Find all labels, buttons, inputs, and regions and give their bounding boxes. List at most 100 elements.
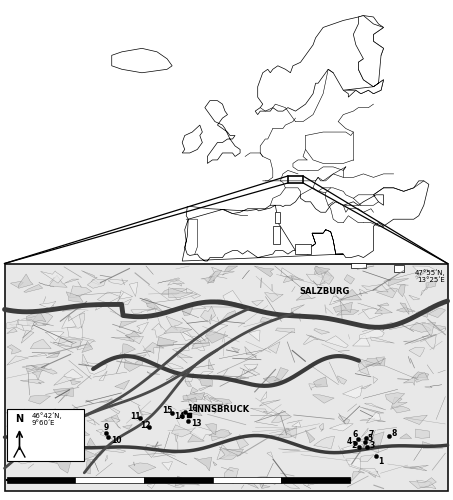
Polygon shape [205, 100, 240, 164]
Polygon shape [46, 352, 60, 358]
Polygon shape [191, 392, 205, 400]
Polygon shape [24, 414, 32, 420]
Polygon shape [187, 395, 199, 408]
Polygon shape [45, 331, 64, 340]
Polygon shape [419, 482, 436, 488]
Polygon shape [126, 335, 144, 344]
Polygon shape [283, 276, 304, 282]
Polygon shape [337, 376, 347, 384]
Polygon shape [357, 358, 376, 367]
Polygon shape [147, 483, 155, 488]
Polygon shape [306, 334, 326, 341]
Polygon shape [182, 181, 429, 261]
Polygon shape [329, 296, 345, 305]
Polygon shape [417, 480, 431, 487]
Polygon shape [66, 292, 83, 302]
Polygon shape [119, 299, 131, 306]
Text: 5: 5 [367, 434, 372, 443]
Text: 3: 3 [369, 441, 375, 450]
Polygon shape [101, 414, 120, 422]
Polygon shape [410, 466, 427, 471]
Polygon shape [26, 311, 46, 325]
Text: 10: 10 [111, 436, 121, 446]
Polygon shape [201, 276, 214, 283]
Polygon shape [260, 400, 280, 406]
Polygon shape [398, 284, 405, 296]
Polygon shape [39, 302, 56, 309]
Polygon shape [415, 429, 430, 438]
Polygon shape [343, 16, 384, 94]
Polygon shape [368, 418, 386, 422]
Polygon shape [18, 274, 33, 288]
Polygon shape [424, 385, 442, 388]
Polygon shape [276, 428, 292, 439]
Polygon shape [111, 418, 121, 428]
Polygon shape [175, 433, 178, 442]
Polygon shape [18, 320, 37, 326]
Polygon shape [359, 289, 368, 296]
Polygon shape [361, 284, 388, 292]
Polygon shape [201, 394, 219, 402]
Polygon shape [409, 295, 420, 300]
Polygon shape [275, 328, 295, 333]
Polygon shape [281, 268, 300, 279]
Polygon shape [260, 317, 276, 324]
Text: 16: 16 [187, 404, 197, 413]
Polygon shape [252, 300, 264, 306]
Polygon shape [185, 374, 194, 382]
Polygon shape [29, 396, 51, 404]
Polygon shape [275, 212, 280, 222]
Bar [76, 477, 144, 483]
Polygon shape [305, 430, 315, 443]
Polygon shape [342, 386, 362, 398]
Polygon shape [62, 315, 76, 328]
Polygon shape [390, 397, 407, 409]
Text: 4: 4 [347, 438, 352, 446]
Polygon shape [119, 321, 137, 328]
Polygon shape [313, 395, 334, 403]
Polygon shape [306, 272, 325, 284]
Polygon shape [360, 384, 371, 389]
Polygon shape [412, 372, 429, 378]
Polygon shape [164, 326, 192, 334]
Bar [213, 477, 281, 483]
Polygon shape [125, 330, 140, 341]
Polygon shape [362, 308, 382, 319]
Polygon shape [138, 406, 143, 416]
Polygon shape [82, 270, 96, 278]
Polygon shape [23, 328, 34, 338]
Polygon shape [329, 424, 353, 431]
Polygon shape [413, 266, 435, 277]
Text: 1: 1 [379, 457, 384, 466]
Polygon shape [379, 303, 389, 306]
Polygon shape [285, 426, 296, 438]
Polygon shape [186, 288, 201, 298]
Polygon shape [313, 436, 335, 448]
Polygon shape [421, 284, 429, 296]
Polygon shape [392, 406, 410, 413]
Polygon shape [31, 366, 57, 374]
Polygon shape [403, 341, 419, 343]
Polygon shape [185, 378, 192, 386]
Polygon shape [357, 434, 373, 443]
Polygon shape [275, 368, 289, 380]
Polygon shape [403, 377, 415, 386]
Polygon shape [24, 284, 43, 292]
Text: N: N [15, 414, 24, 424]
Polygon shape [389, 278, 409, 286]
Polygon shape [87, 438, 97, 448]
Polygon shape [7, 328, 17, 334]
Polygon shape [157, 337, 178, 347]
Polygon shape [373, 432, 384, 447]
Text: 12: 12 [140, 421, 151, 430]
Polygon shape [359, 468, 380, 477]
Text: 9: 9 [104, 424, 109, 432]
Text: 11: 11 [130, 412, 141, 421]
Polygon shape [358, 361, 369, 375]
Bar [7, 477, 76, 483]
Polygon shape [296, 292, 315, 300]
Polygon shape [173, 281, 182, 286]
Polygon shape [209, 429, 230, 438]
Polygon shape [222, 266, 238, 275]
Polygon shape [210, 398, 232, 404]
